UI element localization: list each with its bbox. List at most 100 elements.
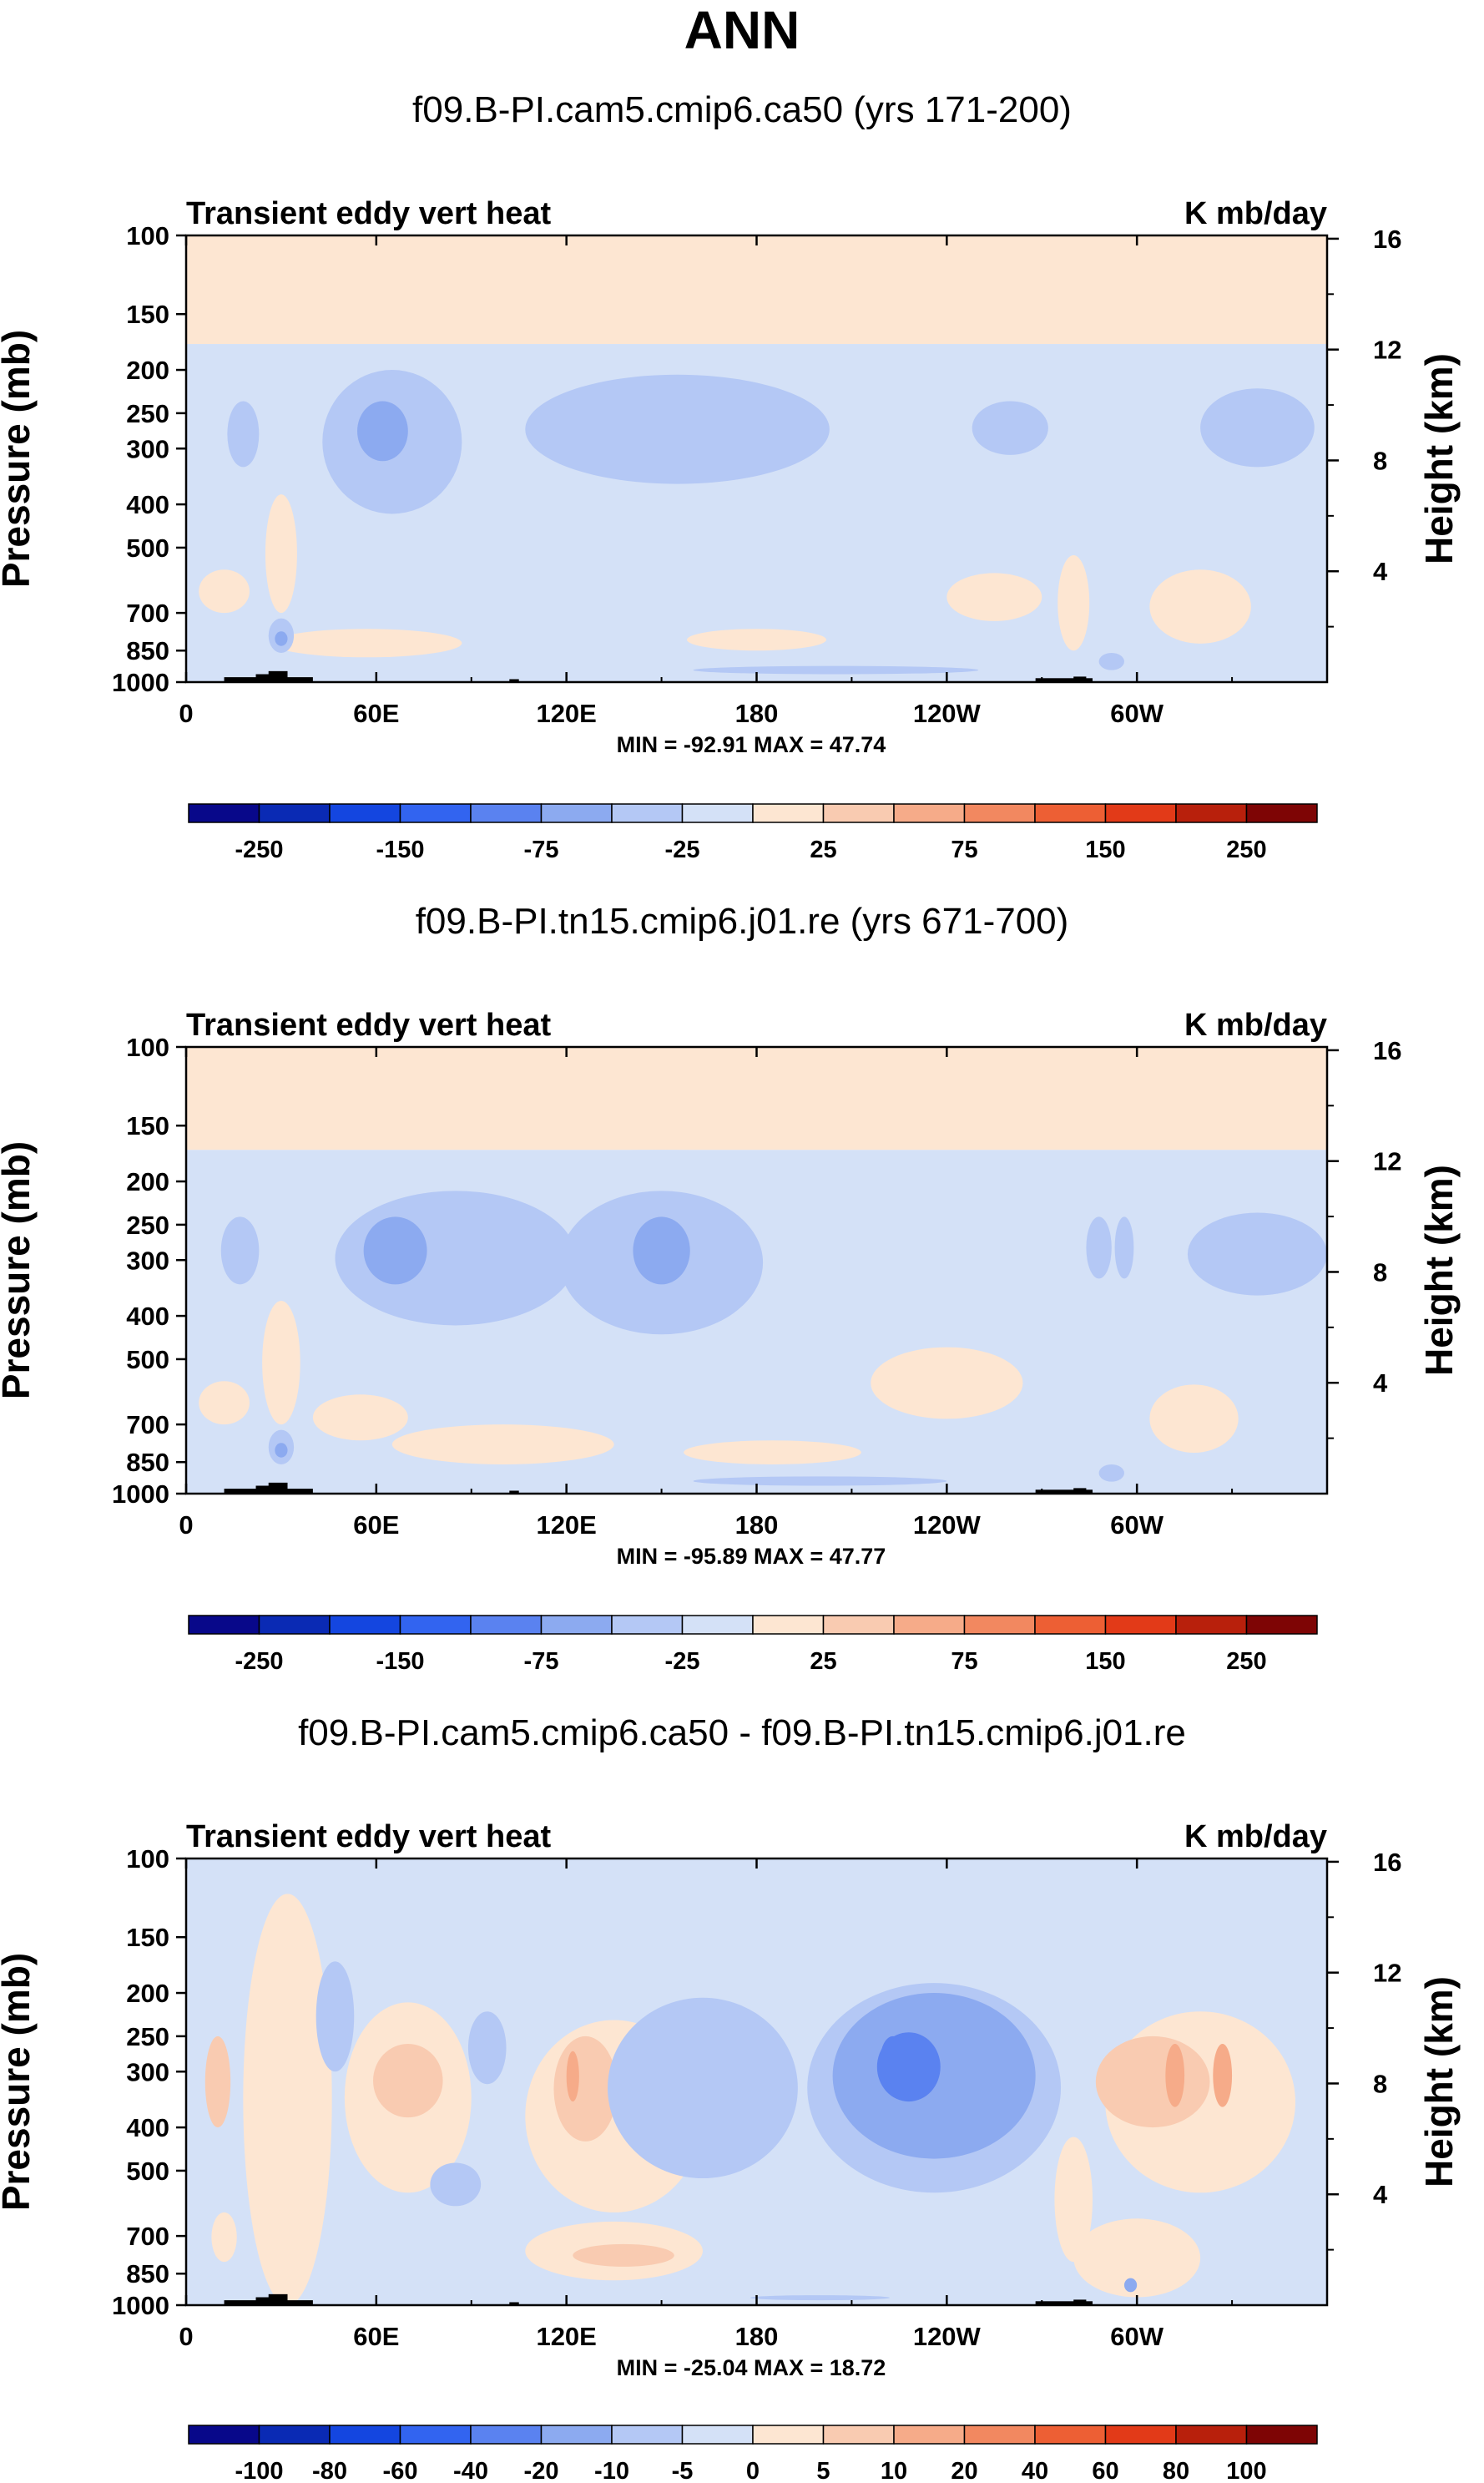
colorbar-swatch [258, 2425, 331, 2445]
colorbar-swatch [188, 1615, 260, 1635]
y-tick-label: 850 [126, 636, 169, 665]
colorbar-swatch [681, 1615, 754, 1635]
terrain-mask [268, 670, 288, 682]
y-axis-title: Pressure (mb) [0, 1141, 38, 1399]
figure-title: ANN [684, 0, 800, 60]
y2-tick-label: 8 [1373, 446, 1387, 475]
colorbar-label: 100 [1226, 2458, 1266, 2483]
colorbar-label: -20 [524, 2458, 559, 2483]
x-tick-label: 180 [735, 1510, 779, 1540]
terrain-mask [255, 1485, 281, 1494]
colorbar-swatch [1245, 803, 1318, 823]
y2-axis-title: Height (km) [1417, 353, 1461, 564]
contour-region [265, 494, 297, 614]
terrain-mask [509, 1490, 519, 1494]
contour-region [1073, 2218, 1201, 2298]
colorbar-swatch [893, 803, 966, 823]
colorbar-swatch [752, 2425, 825, 2445]
contour-region [880, 2035, 906, 2085]
colorbar-swatch [681, 2425, 754, 2445]
contour-region [363, 1216, 427, 1285]
y-tick-label: 300 [126, 434, 169, 463]
colorbar-swatch [540, 2425, 613, 2445]
colorbar: -250 -150 -75 -25 25 75 150 250 [188, 1615, 1318, 1675]
colorbar-swatch [1175, 1615, 1248, 1635]
y-tick-label: 850 [126, 2259, 169, 2288]
terrain-mask [255, 2297, 281, 2305]
contour-field [186, 235, 1327, 682]
contour-region [633, 1216, 690, 1285]
contour-region [693, 665, 979, 675]
y-tick-label: 400 [126, 1302, 169, 1331]
variable-name: Transient eddy vert heat [186, 1819, 551, 1854]
contour-region [1054, 2137, 1093, 2263]
contour-region [750, 2295, 890, 2301]
contour-region [684, 1440, 861, 1464]
colorbar-label: 80 [1163, 2458, 1189, 2483]
x-tick-label: 0 [179, 699, 193, 728]
y-tick-label: 700 [126, 599, 169, 628]
contour-region [1123, 2278, 1138, 2293]
x-tick-label: 0 [179, 2322, 193, 2351]
colorbar-label: -75 [524, 1648, 559, 1675]
y-tick-label: 700 [126, 2222, 169, 2251]
colorbar-swatch [1245, 1615, 1318, 1635]
contour-region [220, 1216, 260, 1285]
units-label: K mb/day [1184, 1819, 1327, 1854]
colorbar-swatch [540, 803, 613, 823]
x-tick-label: 0 [179, 1510, 193, 1540]
panel-title: f09.B-PI.cam5.cmip6.ca50 - f09.B-PI.tn15… [298, 1712, 1186, 1753]
colorbar-label: -60 [383, 2458, 418, 2483]
colorbar-label: 10 [881, 2458, 907, 2483]
min-max-stats: MIN = -25.04 MAX = 18.72 [617, 2355, 886, 2380]
y2-tick-label: 12 [1373, 336, 1401, 365]
colorbar-swatch [963, 2425, 1036, 2445]
x-tick-label: 60W [1110, 2322, 1163, 2351]
colorbar-label: -5 [672, 2458, 694, 2483]
colorbar-swatch [258, 1615, 331, 1635]
y-tick-label: 400 [126, 490, 169, 519]
y-axis-title: Pressure (mb) [0, 1953, 38, 2211]
colorbar-swatch [470, 2425, 543, 2445]
colorbar-swatch [1175, 803, 1248, 823]
y2-tick-label: 8 [1373, 2069, 1387, 2098]
colorbar-swatch [611, 2425, 684, 2445]
colorbar-label: -250 [235, 837, 283, 863]
x-tick-label: 120W [913, 1510, 982, 1540]
colorbar-swatch [1245, 2425, 1318, 2445]
colorbar-swatch [822, 803, 895, 823]
y2-tick-label: 4 [1373, 2180, 1388, 2209]
contour-region [1098, 652, 1124, 670]
contour-region [199, 1381, 250, 1425]
colorbar-swatch [963, 1615, 1036, 1635]
colorbar-label: 5 [816, 2458, 830, 2483]
colorbar-label: -25 [665, 1648, 700, 1675]
terrain-mask [268, 2293, 288, 2305]
colorbar-swatch [258, 803, 331, 823]
colorbar: -250 -150 -75 -25 25 75 150 250 [188, 803, 1318, 863]
colorbar-label: -150 [376, 837, 424, 863]
colorbar-swatch [822, 1615, 895, 1635]
contour-region [686, 629, 827, 651]
contour-region [186, 235, 1327, 345]
contour-field [186, 1858, 1327, 2305]
colorbar-swatch [752, 803, 825, 823]
colorbar-label: -25 [665, 837, 700, 863]
contour-region [1213, 2044, 1233, 2107]
plot-area: 0 60E 120E 180 120W 60W 100 150 200 250 300 400 500 7… [0, 1844, 1461, 2380]
y-tick-label: 100 [126, 221, 169, 250]
colorbar-label: 40 [1022, 2458, 1048, 2483]
contour-region [430, 2162, 482, 2207]
colorbar-swatch [1104, 1615, 1177, 1635]
colorbar-label: 20 [951, 2458, 977, 2483]
x-tick-label: 120E [536, 2322, 596, 2351]
colorbar-label: 250 [1226, 837, 1266, 863]
terrain-mask [268, 1482, 288, 1494]
colorbar-swatch [188, 2425, 260, 2445]
colorbar-swatch [329, 803, 401, 823]
y-tick-label: 250 [126, 1211, 169, 1240]
contour-field [186, 1047, 1327, 1494]
colorbar-swatch [963, 803, 1036, 823]
y-tick-label: 200 [126, 1979, 169, 2008]
